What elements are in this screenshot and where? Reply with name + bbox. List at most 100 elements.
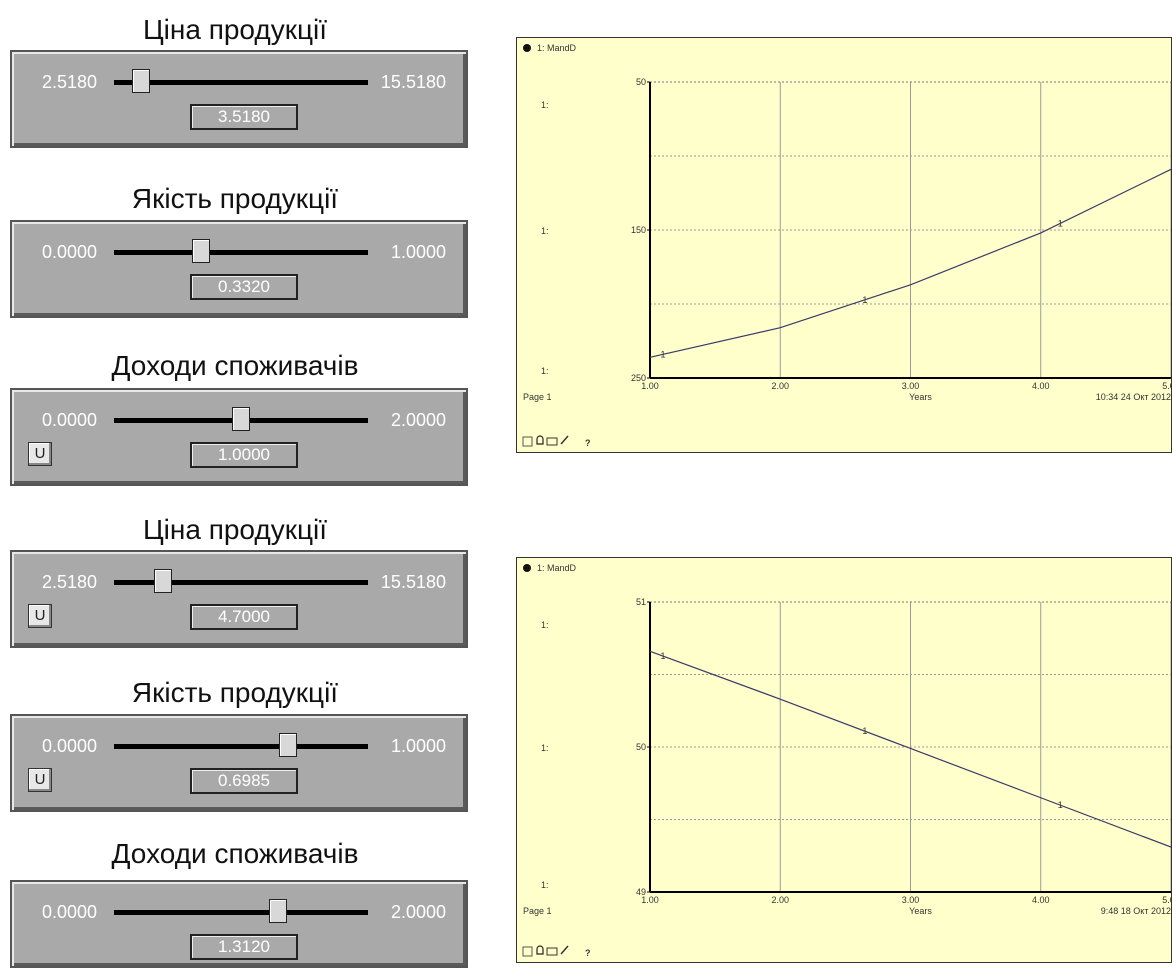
slider-value-field[interactable]: 0.6985 [190,768,298,794]
slider-thumb[interactable] [278,733,297,757]
timestamp-label: 9:48 18 Окт 2012 [1101,906,1171,916]
chart-svg: 1: MandD 51 50 49 1: 1: 1: 1.00 2.00 3.00 4.00 5.00… [522,563,1172,958]
u-button[interactable]: U [28,442,52,466]
x-tick-label: 4.00 [1032,381,1050,391]
slider-title: Якість продукції [131,183,339,214]
slider-track[interactable] [114,569,368,593]
x-tick-label: 1.00 [641,895,659,905]
x-tick-label: 5.00 [1162,381,1172,391]
slider-max-label: 1.0000 [390,242,446,262]
y-tick-label: 150 [631,225,646,235]
pin-icon [523,564,531,572]
slider-title: Доходи споживачів [111,350,359,381]
slider-thumb[interactable] [153,569,172,593]
series-marker: 1 [862,726,867,736]
series-marker: 1 [661,651,666,661]
x-axis-label: Years [909,392,932,402]
slider-value-field[interactable]: 1.0000 [190,442,298,468]
series-line [649,650,1171,848]
graph-toolbar [522,435,569,447]
lock-icon [536,435,544,445]
x-tick-label: 2.00 [771,381,789,391]
series-marker: 1 [661,349,666,359]
y-tick-label: 49 [636,887,646,897]
series-marker: 1 [1058,218,1063,228]
x-tick-label: 1.00 [641,381,659,391]
slider-thumb[interactable] [268,899,287,923]
x-tick-label: 3.00 [902,895,920,905]
pin-icon [522,946,533,957]
y-tick-label: 51 [636,597,646,607]
slider-panel: 0.0000 2.0000 1.3120 [10,880,468,968]
graph-toolbar [522,945,569,957]
slider-min-label: 0.0000 [42,242,98,262]
series-legend: 1: MandD [537,43,577,53]
slider-value-field[interactable]: 4.7000 [190,604,298,630]
pencil-icon [560,945,569,955]
slider-thumb[interactable] [132,69,151,93]
slider-title: Доходи споживачів [111,838,359,869]
print-icon [546,437,558,446]
lock-icon [536,945,544,955]
x-axis-label: Years [909,906,932,916]
help-button[interactable]: ? [585,948,591,958]
graph-panel: 1: MandD 51 50 49 1: 1: 1: 1.00 2.00 3.00 4.00 5.00… [516,557,1172,963]
page-label: Page 1 [523,392,552,402]
scale-marker: 1: [541,226,549,236]
pencil-icon [560,435,569,445]
slider-min-label: 0.0000 [42,410,98,430]
slider-title: Ціна продукції [142,514,328,545]
slider-min-label: 2.5180 [42,572,98,592]
slider-value-field[interactable]: 1.3120 [190,934,298,960]
slider-track[interactable] [114,69,368,93]
slider-max-label: 1.0000 [390,736,446,756]
slider-max-label: 2.0000 [390,410,446,430]
slider-thumb[interactable] [192,239,211,263]
y-tick-label: 50 [636,77,646,87]
slider-value-field[interactable]: 0.3320 [190,274,298,300]
pin-icon [523,44,531,52]
slider-panel: 0.0000 1.0000 0.3320 [10,220,468,318]
slider-title: Ціна продукції [142,14,328,45]
series-marker: 1 [862,295,867,305]
x-tick-label: 4.00 [1032,895,1050,905]
slider-min-label: 0.0000 [42,736,98,756]
slider-thumb[interactable] [232,407,250,431]
slider-max-label: 15.5180 [380,72,446,92]
slider-value-field[interactable]: 3.5180 [190,104,298,130]
slider-panel: 0.0000 2.0000 U 1.0000 [10,388,468,486]
x-tick-label: 5.00 [1162,895,1172,905]
scale-marker: 1: [541,366,549,376]
scale-marker: 1: [541,743,549,753]
y-tick-label: 50 [636,742,646,752]
scale-marker: 1: [541,880,549,890]
x-tick-label: 2.00 [771,895,789,905]
scale-marker: 1: [541,100,549,110]
slider-track[interactable] [114,733,368,757]
slider-panel: 0.0000 1.0000 U 0.6985 [10,714,468,812]
slider-max-label: 15.5180 [380,572,446,592]
x-tick-label: 3.00 [902,381,920,391]
slider-min-label: 2.5180 [42,72,98,92]
slider-track[interactable] [114,407,368,431]
slider-track[interactable] [114,239,368,263]
y-tick-label: 250 [631,373,646,383]
slider-min-label: 0.0000 [42,902,98,922]
series-marker: 1 [1058,800,1063,810]
slider-panel: 2.5180 15.5180 3.5180 [10,50,468,148]
pin-icon [522,436,533,447]
series-legend: 1: MandD [537,563,577,573]
timestamp-label: 10:34 24 Окт 2012 [1096,392,1171,402]
u-button[interactable]: U [28,768,52,792]
u-button[interactable]: U [28,604,52,628]
slider-max-label: 2.0000 [390,902,446,922]
chart-svg: 1: MandD 50 150 250 1: 1: 1: 1.00 2.00 3.00 4.00 5.… [522,43,1172,448]
slider-track[interactable] [114,899,368,923]
series-line [649,168,1171,358]
slider-title: Якість продукції [131,677,339,708]
help-button[interactable]: ? [585,438,591,448]
print-icon [546,947,558,956]
slider-panel: 2.5180 15.5180 U 4.7000 [10,550,468,648]
graph-panel: 1: MandD 50 150 250 1: 1: 1: 1.00 2.00 3.00 4.00 5.… [516,37,1172,453]
scale-marker: 1: [541,620,549,630]
